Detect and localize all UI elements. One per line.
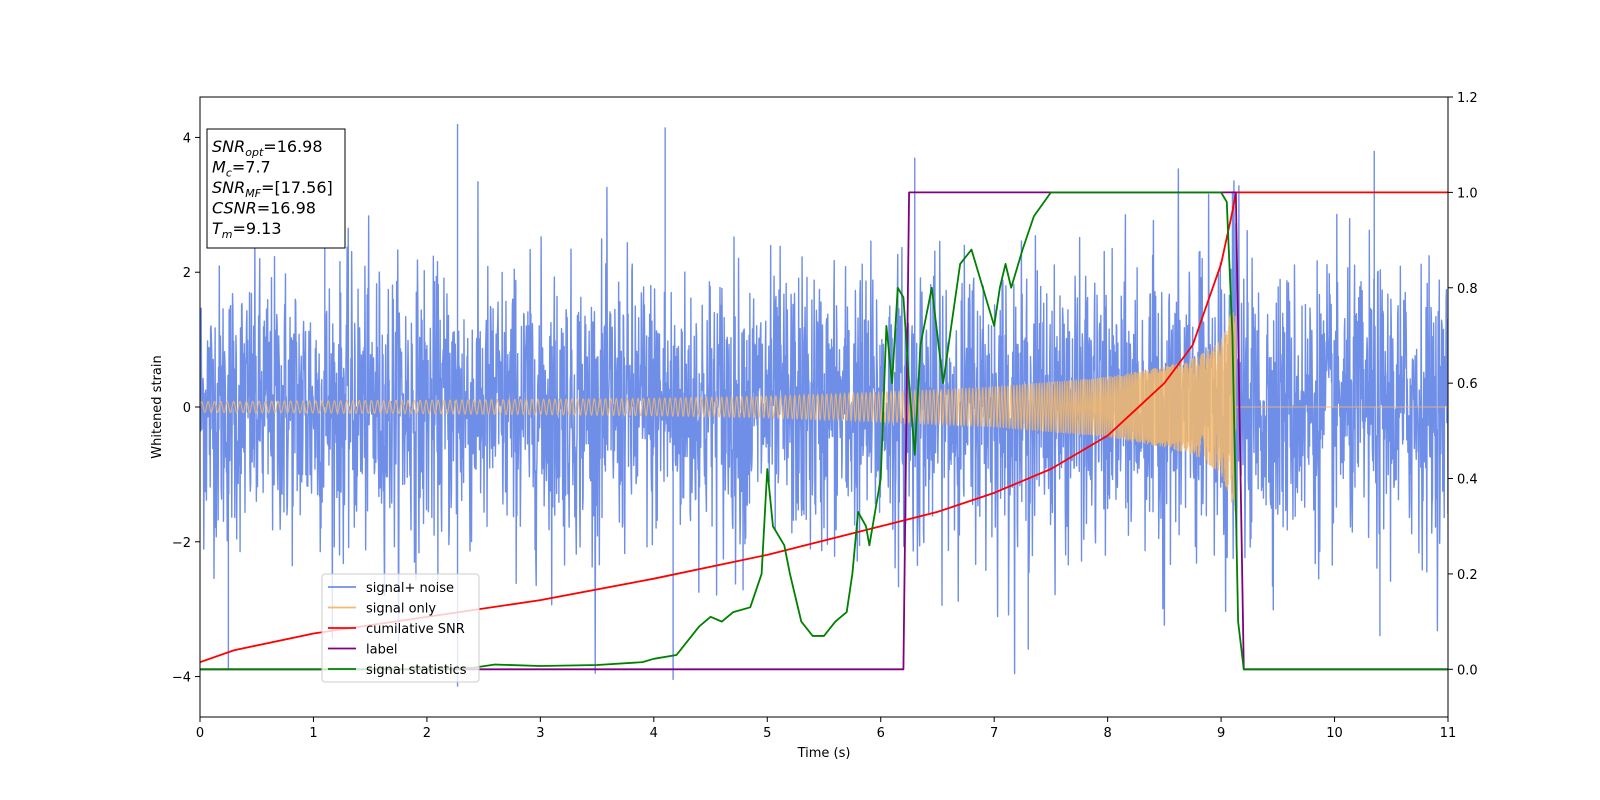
x-tick-label: 9 xyxy=(1217,726,1225,741)
y-left-tick-label: 4 xyxy=(183,131,191,146)
x-tick-label: 5 xyxy=(763,726,771,741)
x-tick-label: 11 xyxy=(1440,726,1457,741)
info-line: Tm=9.13 xyxy=(212,219,282,241)
axes-layer: 0 1 2 3 4 5 6 7 8 9 10 11 −4 −2 0 2 4 0.0 0.2 0.4 0.6 0.8 1.0 1… xyxy=(172,91,1478,741)
x-tick-label: 2 xyxy=(423,726,431,741)
legend-label: signal statistics xyxy=(366,663,467,678)
y-left-tick-label: −2 xyxy=(172,536,191,551)
legend: signal+ noise signal only cumilative SNR la… xyxy=(321,573,480,683)
x-tick-label: 8 xyxy=(1103,726,1111,741)
y-right-tick-label: 1.0 xyxy=(1457,186,1478,201)
y-right-tick-label: 1.2 xyxy=(1457,91,1478,106)
y-left-tick-label: −4 xyxy=(172,671,191,686)
x-tick-label: 1 xyxy=(309,726,317,741)
series-signal-noise xyxy=(200,123,1448,687)
y-right-tick-label: 0.6 xyxy=(1457,377,1478,392)
y-right-tick-label: 0.0 xyxy=(1457,663,1478,678)
x-tick-label: 0 xyxy=(196,726,204,741)
y-left-tick-label: 0 xyxy=(183,401,191,416)
x-tick-label: 6 xyxy=(877,726,885,741)
y-right-tick-label: 0.2 xyxy=(1457,568,1478,583)
legend-frame xyxy=(321,573,480,683)
x-axis-label: Time (s) xyxy=(797,746,851,761)
x-tick-label: 10 xyxy=(1326,726,1343,741)
legend-label: cumilative SNR xyxy=(366,622,465,637)
y-right-tick-label: 0.8 xyxy=(1457,282,1478,297)
y-axis-label: Whitened strain xyxy=(150,355,165,458)
legend-label: signal+ noise xyxy=(366,581,454,596)
info-box: SNRopt=16.98Mc=7.7SNRMF=[17.56]CSNR=16.9… xyxy=(206,128,346,249)
x-tick-label: 3 xyxy=(536,726,544,741)
info-box-frame xyxy=(206,128,346,249)
series-signal-statistics xyxy=(200,191,1448,671)
x-tick-label: 7 xyxy=(990,726,998,741)
info-line: CSNR=16.98 xyxy=(212,199,316,218)
info-line: Mc=7.7 xyxy=(212,158,271,180)
legend-label: signal only xyxy=(366,602,436,617)
x-tick-label: 4 xyxy=(650,726,658,741)
y-left-tick-label: 2 xyxy=(183,266,191,281)
legend-label: label xyxy=(366,643,397,658)
y-right-tick-label: 0.4 xyxy=(1457,473,1478,488)
info-line: SNRMF=[17.56] xyxy=(212,178,333,200)
info-line: SNRopt=16.98 xyxy=(212,137,323,159)
